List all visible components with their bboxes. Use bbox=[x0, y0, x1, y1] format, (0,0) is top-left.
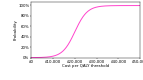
Y-axis label: Probability: Probability bbox=[13, 20, 17, 40]
X-axis label: Cost per QALY threshold: Cost per QALY threshold bbox=[62, 64, 109, 68]
